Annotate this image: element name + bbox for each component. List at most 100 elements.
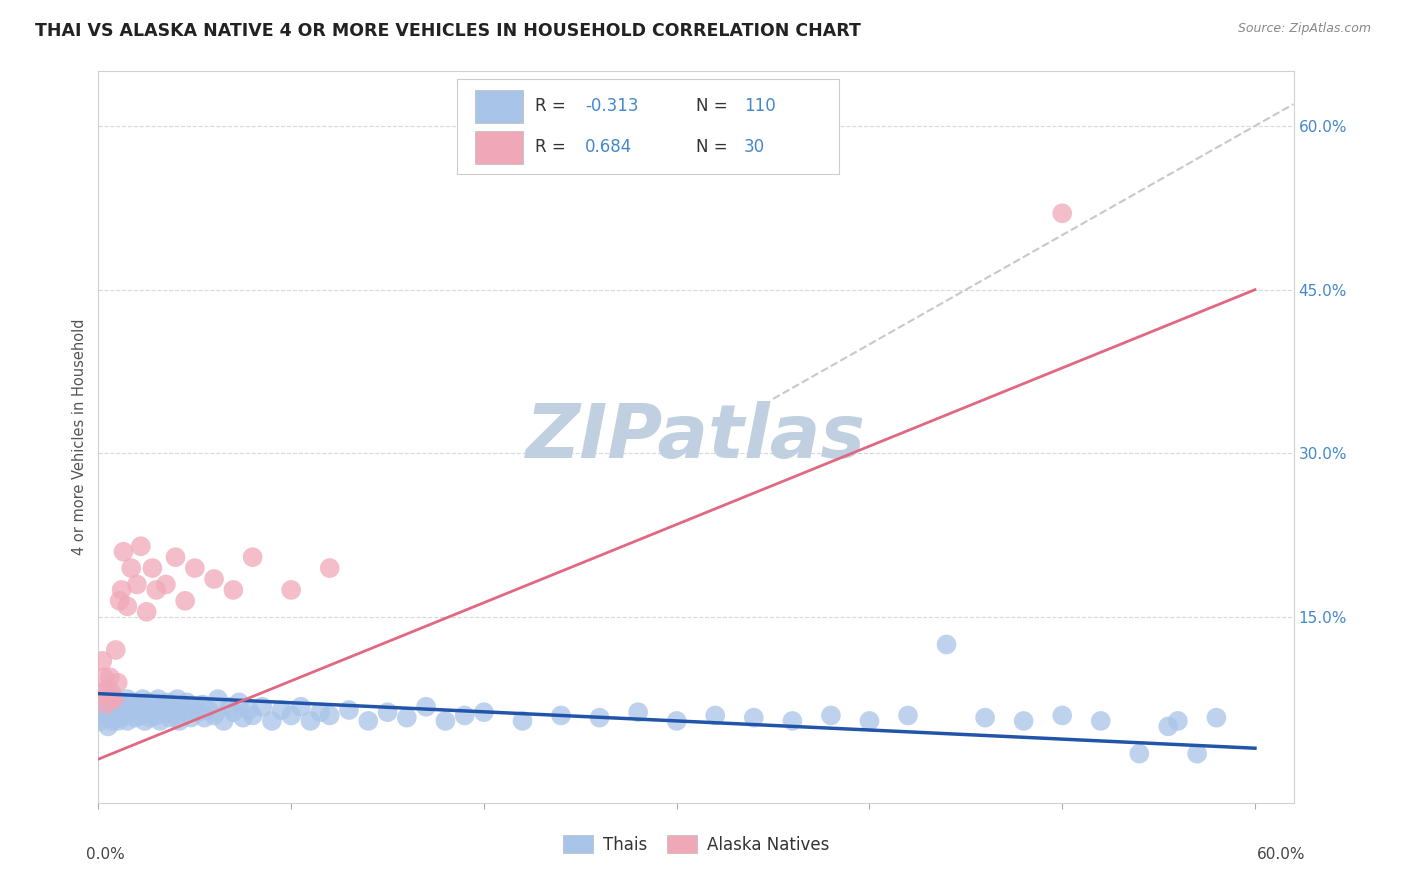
Text: 30: 30 (744, 138, 765, 156)
Text: Source: ZipAtlas.com: Source: ZipAtlas.com (1237, 22, 1371, 36)
Point (129, 539, 152, 553)
Point (238, 703, 260, 717)
Point (212, 714, 235, 728)
Point (319, 561, 342, 575)
Point (160, 703, 183, 717)
Point (135, 699, 157, 714)
Point (1205, 711, 1227, 725)
Point (134, 714, 156, 728)
Point (165, 708, 187, 723)
Point (97, 692, 120, 706)
Point (207, 692, 229, 706)
Point (107, 675, 129, 690)
Point (145, 708, 167, 723)
Point (180, 711, 202, 725)
Point (1128, 747, 1150, 761)
Text: 0.0%: 0.0% (87, 847, 125, 862)
Point (309, 705, 332, 719)
Point (782, 714, 804, 728)
Text: 110: 110 (744, 97, 776, 115)
Point (110, 711, 132, 725)
Point (110, 582, 132, 597)
Point (299, 714, 322, 728)
Point (97, 719, 120, 733)
Bar (457, 78, 839, 174)
Point (588, 711, 610, 725)
Point (242, 550, 264, 565)
Point (91, 654, 114, 668)
Point (193, 711, 215, 725)
Point (232, 711, 254, 725)
Point (222, 582, 245, 597)
Point (242, 708, 264, 723)
Point (357, 714, 380, 728)
Point (202, 708, 225, 723)
Point (415, 699, 437, 714)
Point (138, 695, 160, 709)
Point (103, 708, 125, 723)
Point (434, 714, 457, 728)
Point (704, 708, 727, 723)
Point (117, 714, 139, 728)
Point (512, 714, 534, 728)
Point (103, 692, 125, 706)
Point (128, 703, 150, 717)
Point (1157, 719, 1180, 733)
Point (280, 582, 302, 597)
Point (149, 714, 172, 728)
Point (122, 695, 145, 709)
Point (222, 705, 245, 719)
Point (319, 708, 342, 723)
Point (114, 708, 136, 723)
Point (129, 708, 152, 723)
Text: THAI VS ALASKA NATIVE 4 OR MORE VEHICLES IN HOUSEHOLD CORRELATION CHART: THAI VS ALASKA NATIVE 4 OR MORE VEHICLES… (35, 22, 860, 40)
Point (124, 711, 146, 725)
Point (395, 711, 418, 725)
Point (125, 698, 148, 712)
Point (820, 708, 842, 723)
Point (118, 699, 141, 714)
Point (141, 703, 163, 717)
Point (176, 695, 198, 709)
Point (94, 698, 117, 712)
Point (132, 692, 155, 706)
Point (935, 638, 957, 652)
Point (290, 699, 312, 714)
Point (94, 698, 117, 712)
Point (117, 692, 139, 706)
Point (187, 705, 209, 719)
Point (135, 605, 157, 619)
Text: 60.0%: 60.0% (1257, 847, 1305, 862)
Legend: Thais, Alaska Natives: Thais, Alaska Natives (555, 829, 837, 860)
Point (742, 711, 765, 725)
Point (197, 703, 219, 717)
Text: 0.684: 0.684 (585, 138, 633, 156)
Point (104, 643, 127, 657)
Point (252, 699, 274, 714)
Point (93, 670, 115, 684)
Point (89, 687, 111, 701)
Point (202, 572, 225, 586)
Point (166, 692, 188, 706)
Point (165, 550, 187, 565)
Point (125, 577, 148, 591)
Point (148, 692, 170, 706)
Point (93, 708, 115, 723)
Point (112, 545, 135, 559)
Text: N =: N = (696, 97, 733, 115)
Point (1185, 747, 1208, 761)
Bar (475, 131, 523, 163)
Point (260, 714, 283, 728)
Point (974, 711, 997, 725)
Point (1050, 206, 1073, 220)
Point (897, 708, 920, 723)
Point (1090, 714, 1112, 728)
Point (155, 577, 177, 591)
Point (156, 695, 179, 709)
Point (170, 699, 193, 714)
Point (627, 705, 650, 719)
Point (337, 703, 360, 717)
Point (112, 705, 135, 719)
Point (141, 561, 163, 575)
Point (228, 695, 250, 709)
